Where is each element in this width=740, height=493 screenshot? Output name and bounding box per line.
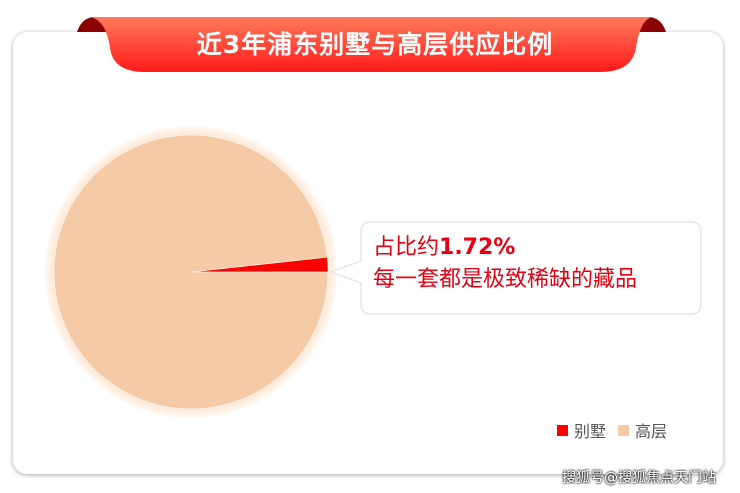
legend-swatch-0 [557,424,568,436]
callout-prefix: 占比约 [373,235,440,260]
callout-text: 占比约1.72% 每一套都是极致稀缺的藏品 [361,222,701,314]
chart-title: 近3年浦东别墅与高层供应比例 [196,30,554,59]
pie-slice-1[interactable] [53,134,329,410]
legend-label-0[interactable]: 别墅 [574,422,607,441]
callout-line2: 每一套都是极致稀缺的藏品 [373,267,638,292]
legend: 别墅 高层 [557,418,667,442]
legend-swatch-1 [618,424,630,436]
callout-box [329,221,702,315]
callout-value: 1.72% [439,235,516,260]
legend-label-1[interactable]: 高层 [635,422,668,441]
watermark: 搜狐号@搜狐焦点天门站 [562,470,716,486]
title-ribbon [77,17,666,72]
